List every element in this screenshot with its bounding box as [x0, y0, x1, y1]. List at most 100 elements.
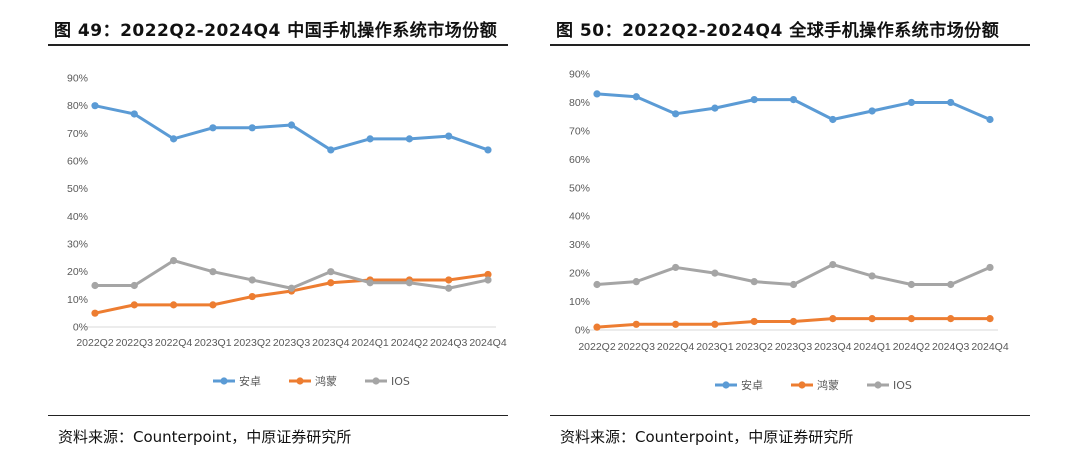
chart-title: 图 49：2022Q2-2024Q4 中国手机操作系统市场份额	[54, 21, 498, 41]
legend-label: IOS	[391, 375, 410, 388]
data-point	[907, 315, 915, 323]
data-point	[868, 272, 876, 280]
data-point	[287, 284, 296, 292]
data-point	[632, 93, 640, 101]
legend-label: 安卓	[741, 378, 763, 392]
data-point	[868, 315, 876, 323]
x-tick-label: 2023Q2	[736, 341, 774, 353]
data-point	[947, 315, 955, 323]
data-point	[209, 124, 217, 132]
data-point	[248, 276, 256, 284]
line-chart-global: 0%10%20%30%40%50%60%70%80%90%2022Q2 2022Q…	[569, 69, 1009, 393]
data-point	[986, 315, 994, 323]
data-point	[248, 124, 256, 132]
data-point	[91, 102, 99, 110]
title-divider	[550, 44, 1030, 46]
data-point	[829, 260, 837, 269]
source-divider	[48, 415, 508, 416]
chart-title: 图 50：2022Q2-2024Q4 全球手机操作系统市场份额	[556, 21, 1000, 41]
y-tick-label: 0%	[73, 322, 88, 334]
data-point	[209, 268, 217, 276]
data-point	[170, 301, 178, 309]
y-tick-label: 40%	[569, 211, 590, 223]
y-tick-label: 20%	[67, 266, 88, 278]
x-tick-label: 2024Q1	[853, 341, 891, 353]
data-point	[672, 263, 680, 272]
chart-panel-global: 图 50：2022Q2-2024Q4 全球手机操作系统市场份额 0% 10% 20%…	[550, 0, 1030, 457]
x-tick-label: 2022Q4	[155, 337, 193, 349]
data-point	[593, 323, 601, 331]
data-point	[130, 301, 138, 309]
data-point	[947, 98, 955, 107]
y-tick-label: 20%	[569, 268, 590, 280]
legend-swatch-marker	[372, 377, 380, 385]
line-chart-china: 0%10%20%30%40%50%60%70%80%90%2022Q2 2022Q…	[67, 73, 507, 389]
x-tick-label: 2023Q2	[234, 337, 272, 349]
legend-label: 鸿蒙	[817, 378, 839, 392]
y-tick-label: 50%	[569, 182, 590, 194]
x-tick-label: 2024Q3	[932, 341, 970, 353]
data-point	[405, 279, 413, 287]
data-point	[672, 110, 680, 118]
data-point	[789, 280, 798, 289]
x-tick-label: 2023Q3	[273, 337, 311, 349]
data-point	[366, 135, 374, 143]
x-tick-label: 2023Q3	[775, 341, 813, 353]
data-point	[947, 280, 955, 289]
data-point	[711, 104, 719, 112]
data-point	[327, 146, 335, 154]
data-point	[445, 276, 453, 284]
data-point	[327, 268, 335, 276]
data-point	[287, 121, 296, 129]
source-note: 资料来源：Counterpoint，中原证券研究所	[58, 428, 352, 446]
legend-swatch-marker	[220, 377, 228, 385]
data-point	[711, 320, 719, 328]
data-point	[711, 269, 719, 277]
y-tick-label: 60%	[569, 154, 590, 166]
legend-swatch-marker	[798, 381, 806, 389]
data-point	[632, 320, 640, 328]
data-point	[91, 309, 99, 317]
legend-swatch-marker	[296, 377, 304, 385]
x-tick-label: 2023Q1	[696, 341, 734, 353]
data-point	[484, 276, 492, 284]
legend-swatch-marker	[874, 381, 882, 389]
data-point	[789, 96, 798, 104]
y-tick-label: 80%	[569, 97, 590, 109]
y-tick-label: 70%	[67, 128, 88, 140]
x-tick-label: 2023Q1	[194, 337, 232, 349]
x-tick-label: 2024Q2	[391, 337, 429, 349]
source-note: 资料来源：Counterpoint，中原证券研究所	[560, 428, 854, 446]
legend-label: IOS	[893, 379, 912, 392]
y-tick-label: 60%	[67, 156, 88, 168]
x-tick-label: 2022Q3	[618, 341, 656, 353]
source-divider	[550, 415, 1030, 416]
y-tick-label: 30%	[569, 239, 590, 251]
data-point	[829, 115, 837, 124]
y-tick-label: 40%	[67, 211, 88, 223]
data-point	[405, 135, 413, 143]
legend-label: 鸿蒙	[315, 374, 337, 388]
legend-swatch-marker	[722, 381, 730, 389]
y-tick-label: 70%	[569, 125, 590, 137]
x-tick-label: 2024Q4	[469, 337, 507, 349]
data-point	[750, 317, 758, 326]
y-tick-label: 50%	[67, 183, 88, 195]
x-tick-label: 2022Q4	[657, 341, 695, 353]
data-point	[91, 281, 99, 290]
data-point	[986, 263, 994, 272]
data-point	[445, 284, 453, 292]
x-tick-label: 2023Q4	[814, 341, 852, 353]
data-point	[327, 279, 335, 287]
x-tick-label: 2024Q3	[430, 337, 468, 349]
data-point	[829, 315, 837, 323]
data-point	[907, 280, 915, 289]
data-point	[593, 90, 601, 98]
data-point	[484, 270, 492, 279]
data-point	[593, 280, 601, 289]
x-tick-label: 2022Q2	[76, 337, 114, 349]
data-point	[130, 110, 138, 118]
y-tick-label: 30%	[67, 239, 88, 251]
legend-label: 安卓	[239, 374, 261, 388]
data-point	[907, 98, 915, 107]
